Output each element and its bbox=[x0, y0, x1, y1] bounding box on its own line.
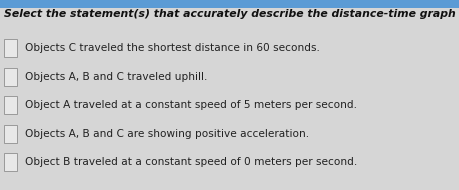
Text: Object B traveled at a constant speed of 0 meters per second.: Object B traveled at a constant speed of… bbox=[25, 158, 358, 167]
Text: Select the statement(s) that accurately describe the distance-time graph shown.: Select the statement(s) that accurately … bbox=[4, 9, 459, 19]
FancyBboxPatch shape bbox=[4, 40, 17, 57]
FancyBboxPatch shape bbox=[4, 97, 17, 114]
Text: Object A traveled at a constant speed of 5 meters per second.: Object A traveled at a constant speed of… bbox=[25, 101, 357, 110]
FancyBboxPatch shape bbox=[4, 125, 17, 143]
FancyBboxPatch shape bbox=[4, 154, 17, 171]
Text: Objects A, B and C are showing positive acceleration.: Objects A, B and C are showing positive … bbox=[25, 129, 309, 139]
FancyBboxPatch shape bbox=[4, 68, 17, 86]
Text: Objects A, B and C traveled uphill.: Objects A, B and C traveled uphill. bbox=[25, 72, 207, 82]
Text: Objects C traveled the shortest distance in 60 seconds.: Objects C traveled the shortest distance… bbox=[25, 44, 320, 53]
Bar bbox=[0, 0, 459, 8]
